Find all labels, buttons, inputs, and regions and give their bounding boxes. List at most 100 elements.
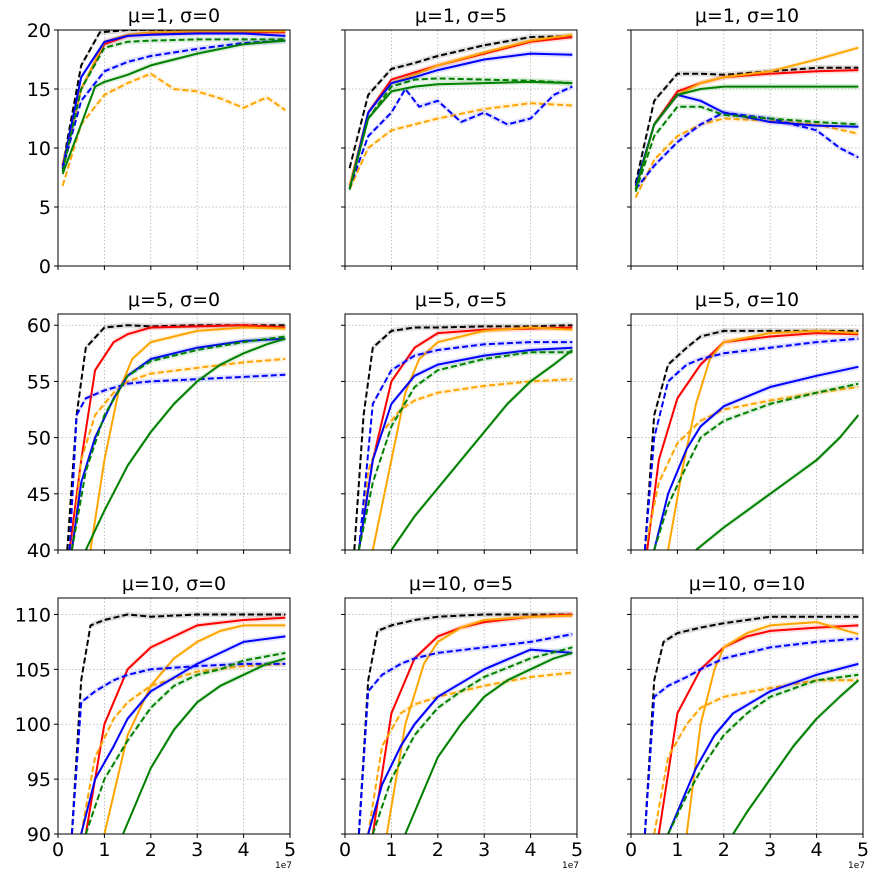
series-line-red-solid bbox=[68, 324, 286, 550]
band-green-solid bbox=[696, 412, 859, 550]
subplot-1-1: μ=5, σ=5 bbox=[341, 289, 578, 554]
series-line-black-dashed bbox=[70, 613, 286, 834]
subplot-title: μ=5, σ=5 bbox=[415, 289, 507, 311]
x-tick-label: 4 bbox=[525, 839, 537, 861]
band-orange-dashed bbox=[62, 70, 286, 189]
series-line-blue-dashed bbox=[348, 85, 573, 189]
plot-frame bbox=[630, 313, 864, 551]
series-line-black-dashed bbox=[348, 34, 573, 169]
subplot-0-0: 0 5 10 15 20 μ=1, σ=0 bbox=[27, 5, 291, 278]
series-line-black-dashed bbox=[643, 615, 859, 834]
series-line-blue-dashed bbox=[61, 39, 286, 170]
series-line-orange-dashed bbox=[348, 102, 573, 190]
plot-frame bbox=[344, 597, 578, 835]
band-orange-solid bbox=[62, 30, 286, 167]
series-line-orange-solid bbox=[385, 614, 573, 834]
series-line-orange-solid bbox=[89, 326, 286, 550]
subplot-1-0: 40 45 50 55 60 μ=5, σ=0 bbox=[27, 289, 291, 562]
band-orange-solid bbox=[686, 619, 859, 834]
x-scale-label: 1e7 bbox=[848, 861, 865, 871]
x-tick-label: 3 bbox=[191, 839, 203, 861]
x-tick-label: 2 bbox=[718, 839, 730, 861]
band-blue-dashed bbox=[71, 661, 286, 834]
series-line-green-dashed bbox=[357, 351, 573, 550]
series-line-blue-dashed bbox=[357, 341, 573, 550]
subplot-title: μ=10, σ=5 bbox=[409, 573, 513, 595]
series-line-green-solid bbox=[390, 349, 574, 550]
series-line-blue-solid bbox=[80, 635, 286, 834]
y-tick-label: 10 bbox=[27, 138, 51, 160]
series-line-orange-dashed bbox=[634, 117, 859, 199]
x-tick-label: 1 bbox=[98, 839, 110, 861]
series-line-black-dashed bbox=[634, 66, 859, 184]
series-line-red-solid bbox=[84, 616, 286, 834]
series-line-blue-dashed bbox=[68, 373, 286, 550]
band-green-solid bbox=[733, 677, 859, 834]
series-line-green-dashed bbox=[634, 105, 859, 193]
series-line-blue-solid bbox=[634, 93, 859, 187]
series-line-red-solid bbox=[657, 624, 859, 834]
series-line-blue-solid bbox=[348, 52, 573, 190]
series-line-black-dashed bbox=[643, 329, 859, 550]
series-line-green-dashed bbox=[61, 38, 286, 172]
series-line-green-solid bbox=[84, 337, 286, 550]
series-line-orange-solid bbox=[685, 621, 859, 834]
plot-frame bbox=[57, 597, 291, 835]
y-tick-label: 20 bbox=[27, 20, 51, 42]
series-line-green-dashed bbox=[371, 646, 573, 834]
subplot-0-2: μ=1, σ=10 bbox=[627, 5, 864, 270]
subplot-title: μ=10, σ=10 bbox=[689, 573, 805, 595]
subplot-title: μ=1, σ=10 bbox=[695, 5, 799, 27]
series-line-green-dashed bbox=[70, 335, 286, 550]
band-blue-solid bbox=[81, 633, 286, 834]
series-line-green-dashed bbox=[84, 651, 286, 834]
subplot-title: μ=1, σ=5 bbox=[415, 5, 507, 27]
x-tick-label: 0 bbox=[339, 839, 351, 861]
subplot-0-1: μ=1, σ=5 bbox=[341, 5, 578, 270]
x-tick-label: 1 bbox=[385, 839, 397, 861]
band-green-dashed bbox=[668, 672, 859, 834]
band-orange-dashed bbox=[644, 384, 859, 550]
y-tick-label: 0 bbox=[39, 256, 51, 278]
x-tick-label: 1 bbox=[671, 839, 683, 861]
band-orange-solid bbox=[104, 622, 286, 834]
series-line-orange-solid bbox=[371, 326, 573, 550]
series-line-orange-dashed bbox=[80, 662, 286, 834]
series-line-blue-solid bbox=[653, 365, 859, 550]
series-line-green-solid bbox=[348, 80, 573, 190]
y-tick-label: 95 bbox=[27, 769, 51, 791]
subplot-title: μ=1, σ=0 bbox=[128, 5, 220, 27]
series-line-blue-solid bbox=[61, 32, 286, 169]
subplot-title: μ=5, σ=10 bbox=[695, 289, 799, 311]
plot-frame bbox=[57, 313, 291, 551]
y-tick-label: 45 bbox=[27, 484, 51, 506]
series-line-blue-dashed bbox=[643, 337, 859, 550]
x-tick-label: 3 bbox=[764, 839, 776, 861]
series-line-orange-dashed bbox=[61, 72, 286, 187]
series-line-orange-dashed bbox=[367, 671, 573, 834]
x-scale-label: 1e7 bbox=[275, 861, 292, 871]
band-green-dashed bbox=[654, 380, 859, 550]
subplot-title: μ=5, σ=0 bbox=[128, 289, 220, 311]
series-line-green-solid bbox=[732, 679, 860, 834]
series-line-green-dashed bbox=[653, 382, 859, 550]
series-line-green-dashed bbox=[348, 77, 573, 190]
series-line-blue-solid bbox=[357, 346, 573, 550]
y-tick-label: 55 bbox=[27, 371, 51, 393]
series-line-orange-solid bbox=[103, 624, 286, 834]
subplot-1-2: μ=5, σ=10 bbox=[627, 289, 864, 554]
series-line-blue-dashed bbox=[357, 633, 573, 834]
plot-frame bbox=[630, 597, 864, 835]
x-scale-label: 1e7 bbox=[562, 861, 579, 871]
x-tick-label: 5 bbox=[571, 839, 583, 861]
x-tick-label: 4 bbox=[811, 839, 823, 861]
y-tick-label: 110 bbox=[15, 604, 51, 626]
series-line-blue-dashed bbox=[70, 662, 286, 834]
series-line-blue-solid bbox=[667, 662, 859, 834]
series-line-black-dashed bbox=[61, 30, 286, 166]
series-line-blue-dashed bbox=[643, 637, 859, 834]
band-orange-dashed bbox=[71, 356, 286, 550]
band-green-solid bbox=[123, 655, 286, 834]
